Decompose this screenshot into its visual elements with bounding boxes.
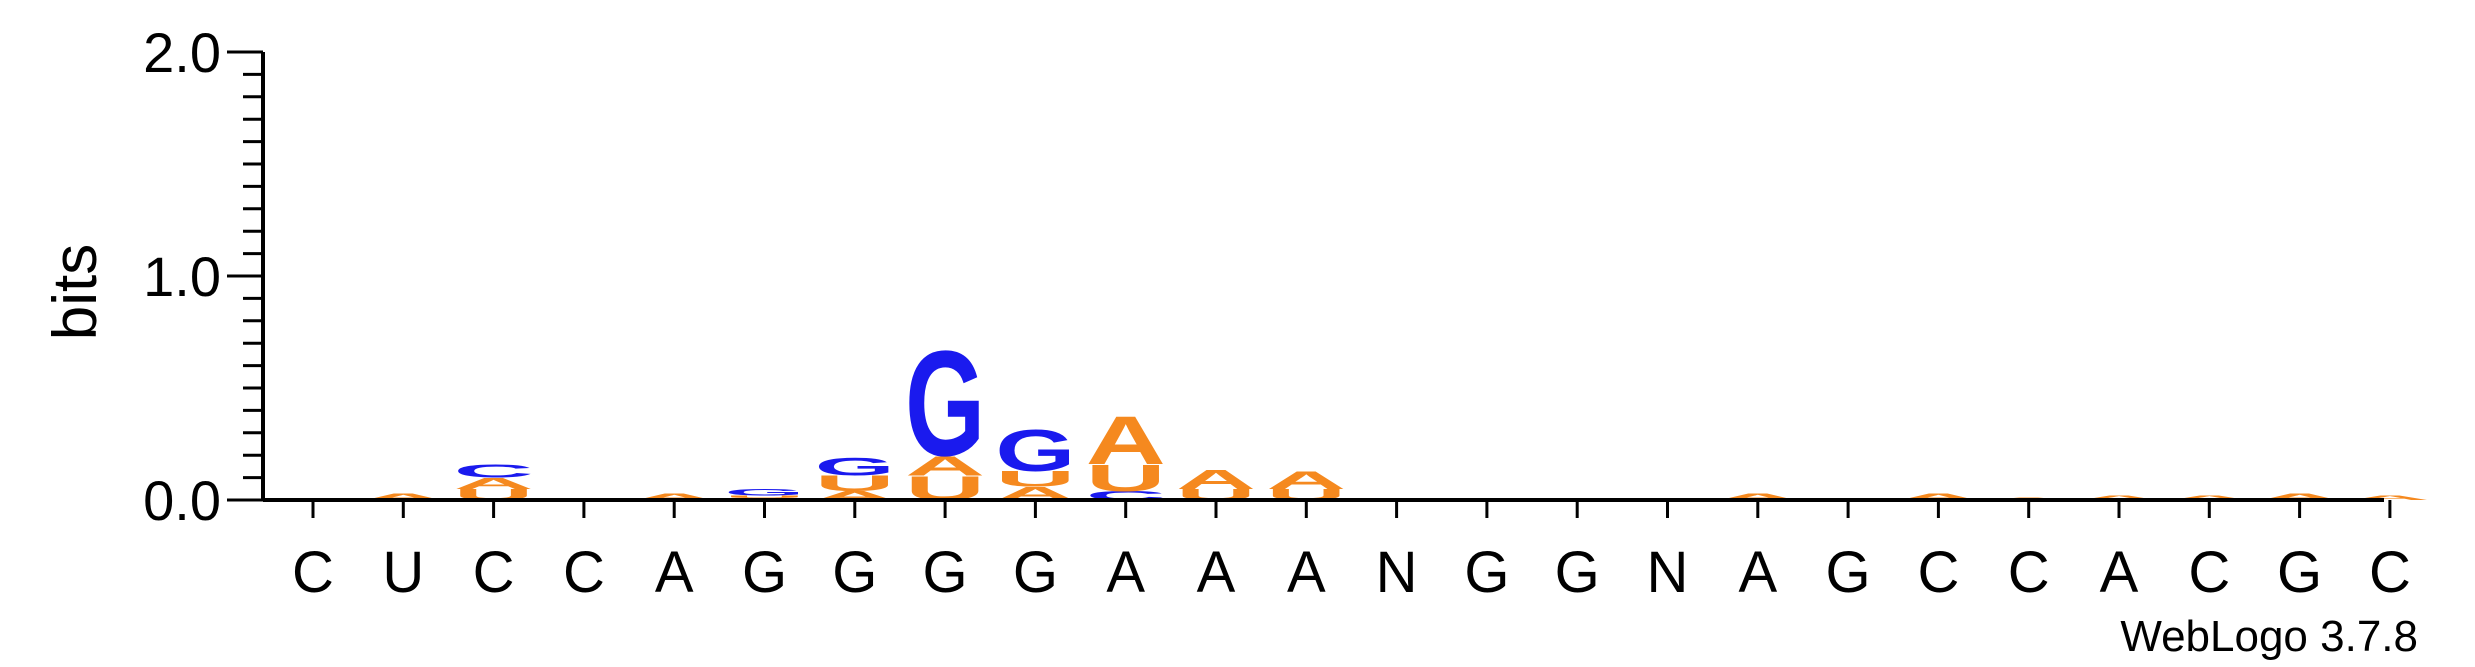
logo-glyph: A [1086, 402, 1166, 479]
y-axis: 0.0 1.0 2.0 [143, 21, 265, 532]
y-tick-label: 2.0 [143, 21, 221, 84]
logo-glyph: A [1176, 463, 1256, 495]
glyph-letter: G [725, 487, 805, 497]
sequence-letter: C [2369, 540, 2411, 605]
logo-glyph: G [725, 487, 805, 497]
logo-stacks: AUACAAUGAUGUAGAUGCUAUAUAAAAAAAA [363, 321, 2430, 507]
sequence-letter: G [2277, 540, 2322, 605]
sequence-letter: G [1464, 540, 1509, 605]
weblogo-credit: WebLogo 3.7.8 [2120, 612, 2418, 661]
glyph-letter: G [815, 453, 895, 481]
logo-glyph: A [1898, 492, 1978, 502]
logo-glyph: A [2079, 494, 2159, 501]
logo-glyph: G [815, 453, 895, 481]
logo-glyph: A [2260, 492, 2340, 502]
y-axis-label: bits [41, 244, 110, 340]
glyph-letter: C [454, 461, 534, 482]
sequence-letter: G [742, 540, 787, 605]
sequence-letter: C [2008, 540, 2050, 605]
logo-glyph: A [1266, 466, 1346, 494]
glyph-letter: U [815, 471, 895, 496]
glyph-letter: A [1718, 492, 1798, 502]
logo-glyph: A [2350, 494, 2430, 501]
y-tick-label: 1.0 [143, 245, 221, 308]
glyph-letter: A [1898, 492, 1978, 502]
logo-glyph: A [363, 492, 443, 502]
glyph-letter: U [995, 467, 1075, 492]
sequence-letter: U [382, 540, 424, 605]
glyph-letter: G [905, 321, 985, 488]
sequence-letter: N [1376, 540, 1418, 605]
logo-glyph: A [2169, 494, 2249, 501]
sequence-letter: A [1738, 540, 1777, 605]
sequence-letter: C [1917, 540, 1959, 605]
glyph-letter: A [1086, 402, 1166, 479]
sequence-letter: A [1106, 540, 1145, 605]
sequence-letter: G [1013, 540, 1058, 605]
glyph-letter: A [2169, 494, 2249, 501]
glyph-letter: A [634, 492, 714, 502]
glyph-letter: A [454, 475, 534, 492]
logo-glyph: A [454, 475, 534, 492]
glyph-letter: A [363, 492, 443, 502]
sequence-letter: A [2100, 540, 2139, 605]
glyph-letter: U [725, 495, 805, 498]
glyph-letter: A [2079, 494, 2159, 501]
sequence-letter: A [655, 540, 694, 605]
sequence-letter: A [1197, 540, 1236, 605]
logo-glyph: A [1718, 492, 1798, 502]
y-tick-label: 0.0 [143, 469, 221, 532]
logo-glyph: U [815, 471, 895, 496]
logo-glyph: U [995, 467, 1075, 492]
sequence-letter: C [2188, 540, 2230, 605]
logo-glyph: C [454, 461, 534, 482]
glyph-letter: G [995, 418, 1075, 484]
sequence-letter: C [473, 540, 515, 605]
sequence-letter: G [832, 540, 877, 605]
glyph-letter: A [1176, 463, 1256, 495]
logo-glyph: G [995, 418, 1075, 484]
glyph-letter: U [1086, 458, 1166, 500]
sequence-letter: G [1826, 540, 1871, 605]
glyph-letter: A [1266, 466, 1346, 494]
logo-glyph: A [634, 492, 714, 502]
glyph-letter: A [905, 450, 985, 482]
sequence-letter: C [292, 540, 334, 605]
sequence-letter: C [563, 540, 605, 605]
logo-glyph: G [905, 321, 985, 488]
sequence-letter: G [923, 540, 968, 605]
sequence-letter: N [1647, 540, 1689, 605]
logo-glyph: U [725, 495, 805, 498]
sequence-letter: A [1287, 540, 1326, 605]
sequence-letter: G [1555, 540, 1600, 605]
logo-glyph: A [905, 450, 985, 482]
glyph-letter: A [2350, 494, 2430, 501]
glyph-letter: A [2260, 492, 2340, 502]
logo-glyph: U [1086, 458, 1166, 500]
